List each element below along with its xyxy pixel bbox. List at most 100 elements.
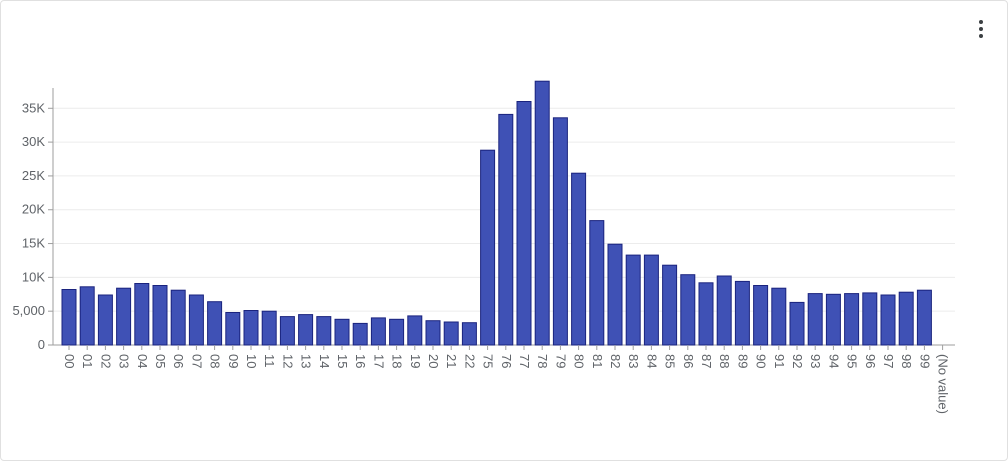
- more-vert-icon-dot-2: [979, 27, 983, 31]
- x-tick-label-21: 21: [444, 354, 459, 368]
- x-tick-label-95: 95: [845, 354, 860, 368]
- bar-20[interactable]: [425, 320, 441, 346]
- bar-75[interactable]: [480, 149, 496, 346]
- bar-16[interactable]: [352, 322, 368, 346]
- bar-12[interactable]: [279, 316, 295, 346]
- x-tick-label-09: 09: [226, 354, 241, 368]
- x-tick-label-97: 97: [881, 354, 896, 368]
- x-tick-label-87: 87: [699, 354, 714, 368]
- bar-91[interactable]: [771, 287, 787, 346]
- x-tick-label-94: 94: [826, 354, 841, 368]
- y-tick-label-2: 10K: [22, 269, 45, 284]
- x-tick-label-76: 76: [499, 354, 514, 368]
- bar-86[interactable]: [680, 274, 696, 346]
- bar-99[interactable]: [916, 289, 932, 346]
- bar-85[interactable]: [662, 264, 678, 346]
- bar-21[interactable]: [443, 321, 459, 346]
- x-tick-label-08: 08: [208, 354, 223, 368]
- bar-09[interactable]: [225, 312, 241, 346]
- bar-88[interactable]: [716, 275, 732, 346]
- more-options-button[interactable]: [969, 15, 993, 43]
- x-tick-label-14: 14: [317, 354, 332, 368]
- bar-17[interactable]: [370, 317, 386, 346]
- bar-95[interactable]: [844, 293, 860, 346]
- bar-78[interactable]: [534, 80, 550, 346]
- bar-81[interactable]: [589, 220, 605, 346]
- bar-03[interactable]: [116, 287, 132, 346]
- x-tick-label-83: 83: [626, 354, 641, 368]
- x-tick-label-98: 98: [899, 354, 914, 368]
- x-tick-label-19: 19: [408, 354, 423, 368]
- x-tick-label-02: 02: [98, 354, 113, 368]
- bar-77[interactable]: [516, 101, 532, 346]
- bar-02[interactable]: [97, 294, 113, 346]
- bar-10[interactable]: [243, 310, 259, 346]
- x-tick-label-05: 05: [153, 354, 168, 368]
- bar-97[interactable]: [880, 294, 896, 346]
- bar-79[interactable]: [552, 117, 568, 346]
- x-tick-label-18: 18: [390, 354, 405, 368]
- bar-13[interactable]: [298, 314, 314, 346]
- bar-92[interactable]: [789, 301, 805, 346]
- x-tick-label-00: 00: [62, 354, 77, 368]
- x-tick-label-90: 90: [754, 354, 769, 368]
- x-tick-label-77: 77: [517, 354, 532, 368]
- x-tick-label-04: 04: [135, 354, 150, 368]
- bar-83[interactable]: [625, 254, 641, 346]
- y-tick-label-3: 15K: [22, 236, 45, 251]
- x-tick-label-16: 16: [353, 354, 368, 368]
- x-tick-label-22: 22: [462, 354, 477, 368]
- bar-00[interactable]: [61, 289, 77, 346]
- bar-08[interactable]: [207, 301, 223, 346]
- bar-15[interactable]: [334, 318, 350, 346]
- bar-93[interactable]: [807, 293, 823, 346]
- bar-19[interactable]: [407, 315, 423, 346]
- x-tick-label-93: 93: [808, 354, 823, 368]
- bar-94[interactable]: [825, 293, 841, 346]
- bar-76[interactable]: [498, 113, 514, 346]
- x-tick-label-82: 82: [608, 354, 623, 368]
- bar-18[interactable]: [389, 318, 405, 346]
- bar-89[interactable]: [734, 280, 750, 346]
- x-tick-label-80: 80: [572, 354, 587, 368]
- bar-87[interactable]: [698, 282, 714, 346]
- x-tick-label-(No value): (No value): [936, 354, 951, 414]
- y-tick-label-4: 20K: [22, 202, 45, 217]
- x-tick-label-12: 12: [280, 354, 295, 368]
- x-tick-label-81: 81: [590, 354, 605, 368]
- more-vert-icon-dot-3: [979, 34, 983, 38]
- bar-07[interactable]: [188, 294, 204, 346]
- x-tick-label-20: 20: [426, 354, 441, 368]
- bar-96[interactable]: [862, 292, 878, 346]
- bar-84[interactable]: [643, 254, 659, 346]
- bar-22[interactable]: [461, 322, 477, 346]
- x-tick-label-89: 89: [735, 354, 750, 368]
- x-tick-label-07: 07: [189, 354, 204, 368]
- bar-90[interactable]: [753, 285, 769, 346]
- x-tick-label-06: 06: [171, 354, 186, 368]
- x-tick-label-96: 96: [863, 354, 878, 368]
- x-tick-label-01: 01: [80, 354, 95, 368]
- y-tick-label-1: 5,000: [12, 303, 45, 318]
- bar-05[interactable]: [152, 285, 168, 346]
- x-tick-label-84: 84: [644, 354, 659, 368]
- bar-04[interactable]: [134, 283, 150, 346]
- x-tick-label-78: 78: [535, 354, 550, 368]
- bar-06[interactable]: [170, 289, 186, 346]
- bar-98[interactable]: [898, 291, 914, 346]
- x-tick-label-86: 86: [681, 354, 696, 368]
- x-tick-label-99: 99: [917, 354, 932, 368]
- x-tick-label-03: 03: [117, 354, 132, 368]
- y-tick-label-7: 35K: [22, 100, 45, 115]
- x-tick-label-92: 92: [790, 354, 805, 368]
- more-vert-icon: [979, 20, 983, 24]
- y-tick-label-6: 30K: [22, 134, 45, 149]
- y-tick-label-5: 25K: [22, 168, 45, 183]
- x-tick-label-91: 91: [772, 354, 787, 368]
- bar-11[interactable]: [261, 310, 277, 346]
- bar-01[interactable]: [79, 286, 95, 346]
- bar-80[interactable]: [571, 172, 587, 346]
- bar-14[interactable]: [316, 316, 332, 346]
- bar-82[interactable]: [607, 243, 623, 346]
